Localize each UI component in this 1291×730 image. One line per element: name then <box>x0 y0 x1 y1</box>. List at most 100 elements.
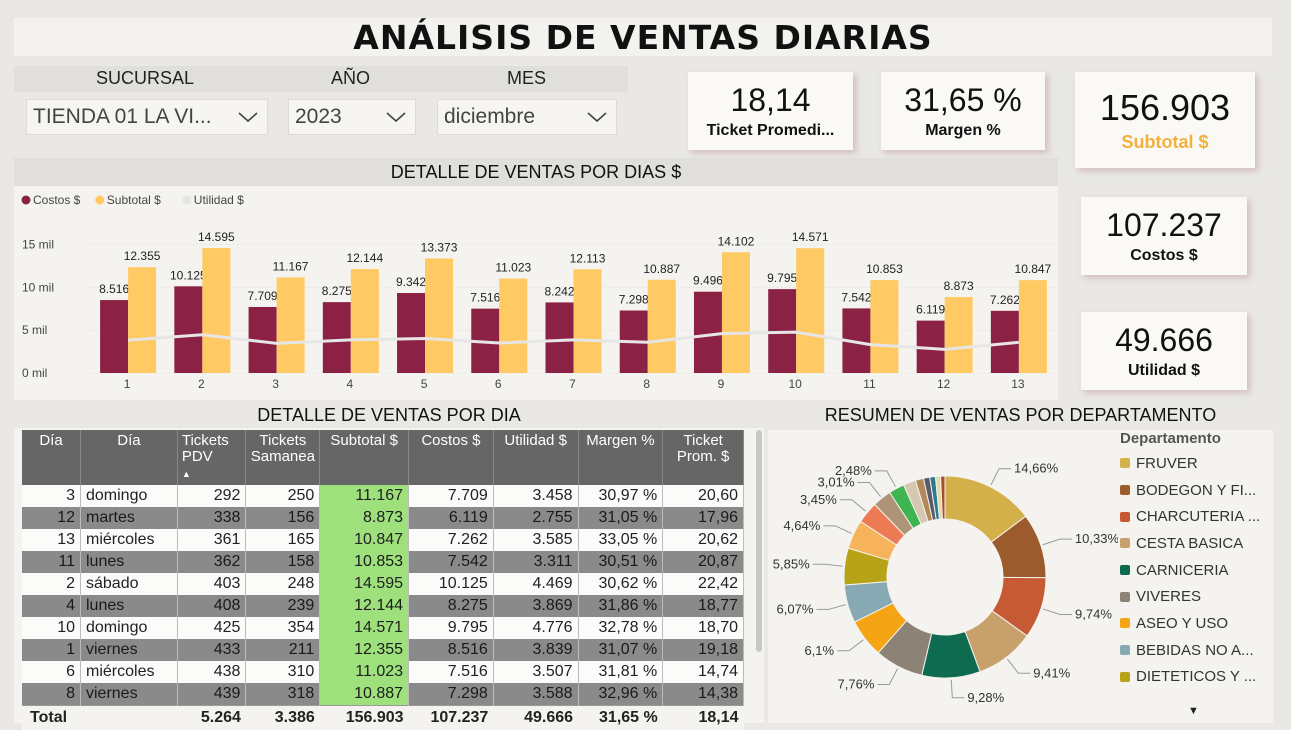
table-row[interactable]: 6 miércoles 438 310 11.023 7.516 3.507 31,81 % 1… <box>22 661 744 683</box>
col-header-tickets-samanea[interactable]: Tickets Samanea <box>245 430 321 485</box>
col-header-ticket-prom[interactable]: Ticket Prom. $ <box>662 430 744 485</box>
bar-label-subtotal: 12.355 <box>124 249 161 263</box>
table-cell: 338 <box>177 507 247 529</box>
table-cell: 3.458 <box>493 485 579 507</box>
col-header-costos[interactable]: Costos $ <box>408 430 494 485</box>
bar-subtotal[interactable] <box>944 297 973 373</box>
table-cell: 9.795 <box>408 617 494 639</box>
bar-label-subtotal: 10.887 <box>643 262 680 276</box>
utilidad-label: Utilidad $ <box>1127 362 1200 379</box>
mes-label: MES <box>507 68 547 88</box>
table-cell: 3.588 <box>493 683 579 706</box>
table-cell: 156 <box>245 507 321 529</box>
legend-item[interactable]: ASEO Y USO <box>1120 610 1260 637</box>
legend-item[interactable]: DIETETICOS Y ... <box>1120 664 1260 691</box>
table-cell: 239 <box>245 595 321 617</box>
page-title: ANÁLISIS DE VENTAS DIARIAS <box>353 17 933 57</box>
legend-label: BODEGON Y FI... <box>1136 481 1257 499</box>
legend-swatch <box>1120 485 1130 496</box>
bar-label-costos: 6.119 <box>916 303 945 317</box>
table-row[interactable]: 8 viernes 439 318 10.887 7.298 3.588 32,96 % 14,… <box>22 683 744 706</box>
table-scrollbar[interactable] <box>756 430 762 652</box>
bar-label-costos: 8.242 <box>544 284 574 298</box>
table-cell: 7.709 <box>408 485 494 507</box>
sucursal-dropdown[interactable]: TIENDA 01 LA VI... <box>26 99 268 135</box>
col-header-utilidad[interactable]: Utilidad $ <box>493 430 579 485</box>
table-cell: 211 <box>245 639 321 661</box>
bar-subtotal[interactable] <box>276 277 305 373</box>
bar-label-subtotal: 10.853 <box>866 262 903 276</box>
table-cell: 14,38 <box>662 683 744 706</box>
anio-dropdown[interactable]: 2023 <box>288 99 416 135</box>
col-header-subtotal[interactable]: Subtotal $ <box>319 430 410 485</box>
legend-item[interactable]: BEBIDAS NO A... <box>1120 637 1260 664</box>
bar-costos[interactable] <box>397 293 426 373</box>
table-cell: 32,96 % <box>578 683 664 706</box>
legend-item[interactable]: FRUVER <box>1120 450 1260 477</box>
bar-subtotal[interactable] <box>573 269 602 373</box>
x-tick-label: 10 <box>789 377 803 391</box>
legend-item[interactable]: BODEGON Y FI... <box>1120 477 1260 504</box>
table-row[interactable]: 13 miércoles 361 165 10.847 7.262 3.585 33,05 %… <box>22 529 744 551</box>
bar-subtotal[interactable] <box>425 258 454 373</box>
legend-item[interactable]: CARNICERIA <box>1120 557 1260 584</box>
bar-costos[interactable] <box>174 286 203 373</box>
table-row[interactable]: 12 martes 338 156 8.873 6.119 2.755 31,05 % 17,9… <box>22 507 744 529</box>
table-cell: 2.755 <box>493 507 579 529</box>
bar-label-subtotal: 10.847 <box>1015 262 1052 276</box>
legend-item[interactable]: CHARCUTERIA ... <box>1120 503 1260 530</box>
table-cell: sábado <box>80 573 178 595</box>
legend-swatch <box>1120 538 1130 549</box>
utilidad-card: 49.666 Utilidad $ <box>1081 312 1247 390</box>
bar-subtotal[interactable] <box>202 248 231 373</box>
table-row[interactable]: 1 viernes 433 211 12.355 8.516 3.839 31,07 % 19,… <box>22 639 744 661</box>
legend-swatch <box>1120 565 1130 576</box>
y-tick-label: 10 mil <box>22 280 54 294</box>
table-row[interactable]: 4 lunes 408 239 12.144 8.275 3.869 31,86 % 18,77 <box>22 595 744 617</box>
table-cell: 439 <box>177 683 247 706</box>
table-row[interactable]: 11 lunes 362 158 10.853 7.542 3.311 30,51 % 20,8… <box>22 551 744 573</box>
legend-item[interactable]: VIVERES <box>1120 583 1260 610</box>
donut-slice-label: 6,1% <box>804 643 834 658</box>
table-row[interactable]: 10 domingo 425 354 14.571 9.795 4.776 32,78 % 18… <box>22 617 744 639</box>
legend-scroll-down-icon[interactable]: ▼ <box>1188 705 1199 717</box>
col-header-dia[interactable]: Día <box>80 430 178 485</box>
table-cell: 31,07 % <box>578 639 664 661</box>
y-tick-label: 15 mil <box>22 238 54 252</box>
table-cell: lunes <box>80 595 178 617</box>
bar-subtotal[interactable] <box>796 248 825 373</box>
bar-subtotal[interactable] <box>721 252 750 373</box>
legend-item[interactable]: CESTA BASICA <box>1120 530 1260 557</box>
col-header-dia-num[interactable]: Día <box>22 430 81 485</box>
donut-slice[interactable] <box>940 475 946 520</box>
bar-costos[interactable] <box>693 291 722 373</box>
bar-subtotal[interactable] <box>870 280 899 373</box>
bar-chart-title: DETALLE DE VENTAS POR DIAS $ <box>14 158 1058 186</box>
table-cell: domingo <box>80 485 178 507</box>
bar-subtotal[interactable] <box>350 269 379 373</box>
y-tick-label: 5 mil <box>22 323 47 337</box>
utilidad-line[interactable] <box>128 330 1020 351</box>
donut-slice-label: 9,41% <box>1033 665 1070 680</box>
col-header-margen[interactable]: Margen % <box>578 430 664 485</box>
bar-costos[interactable] <box>545 302 574 373</box>
table-cell: 14,74 <box>662 661 744 683</box>
table-cell: 8.516 <box>408 639 494 661</box>
bar-subtotal[interactable] <box>647 279 676 373</box>
table-row[interactable]: 2 sábado 403 248 14.595 10.125 4.469 30,62 % 22,… <box>22 573 744 595</box>
donut-slice-label: 6,07% <box>777 601 814 616</box>
mes-dropdown[interactable]: diciembre <box>437 99 617 135</box>
col-header-tickets-pdv[interactable]: Tickets PDV ▲ <box>177 430 247 485</box>
bar-subtotal[interactable] <box>128 267 157 373</box>
table-row[interactable]: 3 domingo 292 250 11.167 7.709 3.458 30,97 % 20,… <box>22 485 744 507</box>
costos-value: 107.237 <box>1106 207 1222 243</box>
sales-table: Día Día Tickets PDV ▲ Tickets Samanea Sub… <box>22 430 744 730</box>
bar-subtotal[interactable] <box>1018 280 1047 373</box>
sort-asc-icon: ▲ <box>181 469 191 479</box>
bar-subtotal[interactable] <box>499 278 528 373</box>
bar-costos[interactable] <box>100 300 129 373</box>
x-tick-label: 2 <box>198 377 205 391</box>
table-cell: 20,87 <box>662 551 744 573</box>
legend-title: Departamento <box>1120 430 1221 447</box>
bar-costos[interactable] <box>322 302 351 373</box>
